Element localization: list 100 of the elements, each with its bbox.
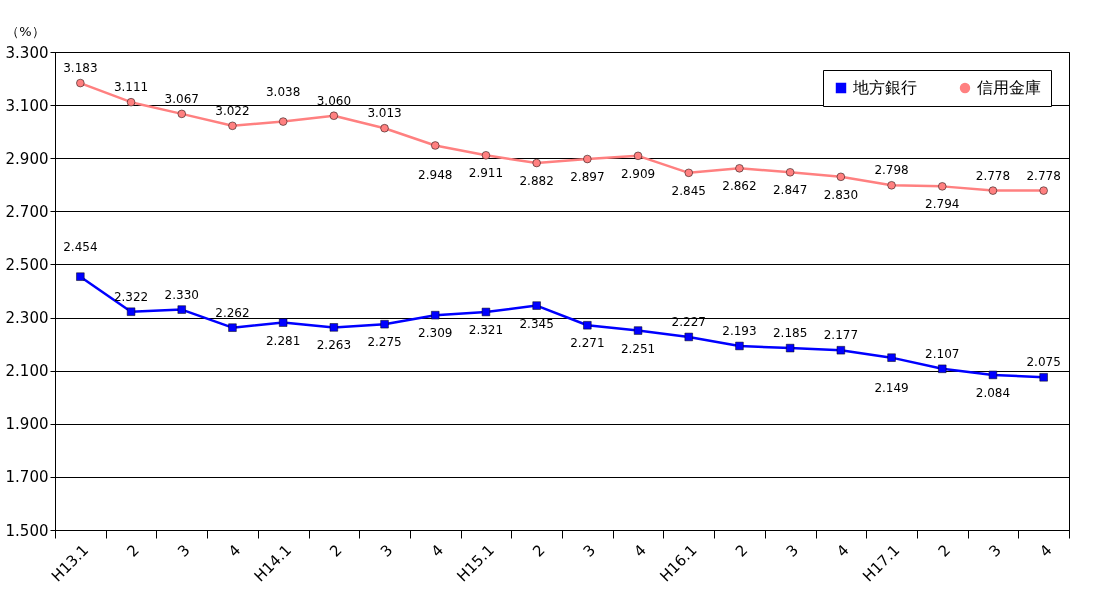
text: 2.909: [620, 166, 656, 181]
point: [532, 301, 541, 310]
text: 2.948: [418, 168, 453, 183]
text: 2.778: [975, 168, 1011, 183]
x-tick-label: 4: [1035, 541, 1056, 561]
y-tick-label: 2.700: [5, 202, 49, 221]
point: [481, 307, 491, 317]
text: 2.193: [722, 323, 757, 338]
point: [380, 124, 389, 133]
point: [431, 141, 440, 150]
text: 2.330: [164, 287, 199, 302]
text: 2.778: [1026, 168, 1061, 183]
text: 3.111: [113, 80, 149, 95]
text: 3.038: [265, 84, 301, 99]
point: [177, 109, 186, 118]
text: 2.275: [367, 335, 402, 350]
point: [583, 154, 592, 164]
text: 2.798: [874, 163, 909, 178]
x-tick-label: 4: [427, 541, 448, 561]
point: [279, 318, 288, 327]
point: [1039, 373, 1048, 382]
x-tick-label: 2: [326, 541, 346, 561]
point: [938, 364, 947, 373]
y-tick-label: 3.300: [5, 43, 49, 62]
x-tick-label: 4: [833, 541, 853, 561]
point: [786, 343, 795, 353]
point: [126, 98, 136, 107]
text: 2.262: [215, 305, 250, 320]
y-tick-label: 1.500: [5, 521, 49, 540]
x-tick-label: 2: [528, 541, 549, 561]
x-tick-label: 2: [934, 541, 955, 561]
text: 3.067: [164, 91, 199, 106]
point: [684, 332, 693, 342]
text: 2.897: [570, 170, 605, 185]
point: [329, 111, 338, 120]
text: 2.149: [874, 380, 909, 395]
point: [633, 151, 643, 160]
point: [583, 321, 592, 330]
y-tick-label: 2.300: [5, 309, 49, 328]
x-tick-label: 3: [376, 541, 397, 561]
text: 2.345: [519, 316, 554, 331]
text: 2.271: [570, 336, 605, 351]
legend-label: 信用金庫: [977, 78, 1041, 97]
point: [228, 323, 237, 332]
x-tick-label: 4: [224, 541, 245, 561]
text: 3.183: [63, 61, 98, 76]
text: 2.251: [620, 341, 656, 356]
point: [684, 168, 693, 177]
y-tick-label: 2.900: [5, 149, 49, 168]
point: [228, 121, 237, 130]
point: [786, 168, 795, 177]
x-tick-label: 3: [579, 541, 600, 561]
point: [76, 272, 85, 281]
text: 3.013: [367, 106, 402, 121]
text: 2.185: [772, 326, 808, 341]
text: 2.911: [468, 166, 504, 181]
text: 2.830: [823, 187, 859, 202]
x-tick-label: 4: [630, 541, 650, 561]
y-tick-label: 1.900: [5, 415, 49, 434]
point: [431, 311, 440, 320]
point: [633, 326, 643, 335]
point: [887, 181, 896, 190]
point: [126, 307, 136, 316]
y-tick-label: 2.100: [5, 362, 49, 381]
point: [481, 151, 491, 160]
text: 2.322: [113, 289, 149, 304]
x-tick-label: 3: [985, 541, 1005, 561]
text: 2.075: [1026, 355, 1061, 370]
point: [836, 172, 845, 181]
point: [938, 182, 947, 191]
text: 3.060: [316, 93, 352, 108]
point: [76, 78, 85, 88]
point: [836, 346, 845, 355]
text: 2.882: [519, 174, 554, 188]
text: 2.309: [418, 326, 453, 341]
x-tick-label: 2: [731, 541, 752, 561]
point: [988, 370, 998, 380]
text: 2.281: [265, 333, 301, 348]
point: [380, 320, 389, 329]
text: 2.847: [772, 183, 808, 198]
text: 3.022: [215, 103, 250, 118]
point: [1039, 186, 1048, 195]
x-tick-label: 3: [782, 541, 802, 561]
text: 2.321: [468, 322, 504, 337]
text: 2.263: [316, 338, 352, 353]
point: [988, 186, 998, 195]
y-tick-label: 3.100: [5, 96, 49, 115]
y-tick-label: 1.700: [5, 468, 49, 487]
point: [735, 341, 744, 351]
legend-label: 地方銀行: [852, 78, 917, 97]
text: 2.107: [925, 346, 960, 361]
x-tick-label: 3: [174, 541, 194, 561]
text: 2.084: [975, 385, 1011, 400]
y-tick-label: 2.500: [5, 255, 49, 274]
point: [177, 305, 186, 314]
text: 2.845: [671, 183, 706, 198]
point: [279, 117, 288, 126]
point: [532, 158, 541, 168]
text: 2.794: [925, 197, 960, 212]
y-axis-title: （%）: [6, 23, 45, 39]
